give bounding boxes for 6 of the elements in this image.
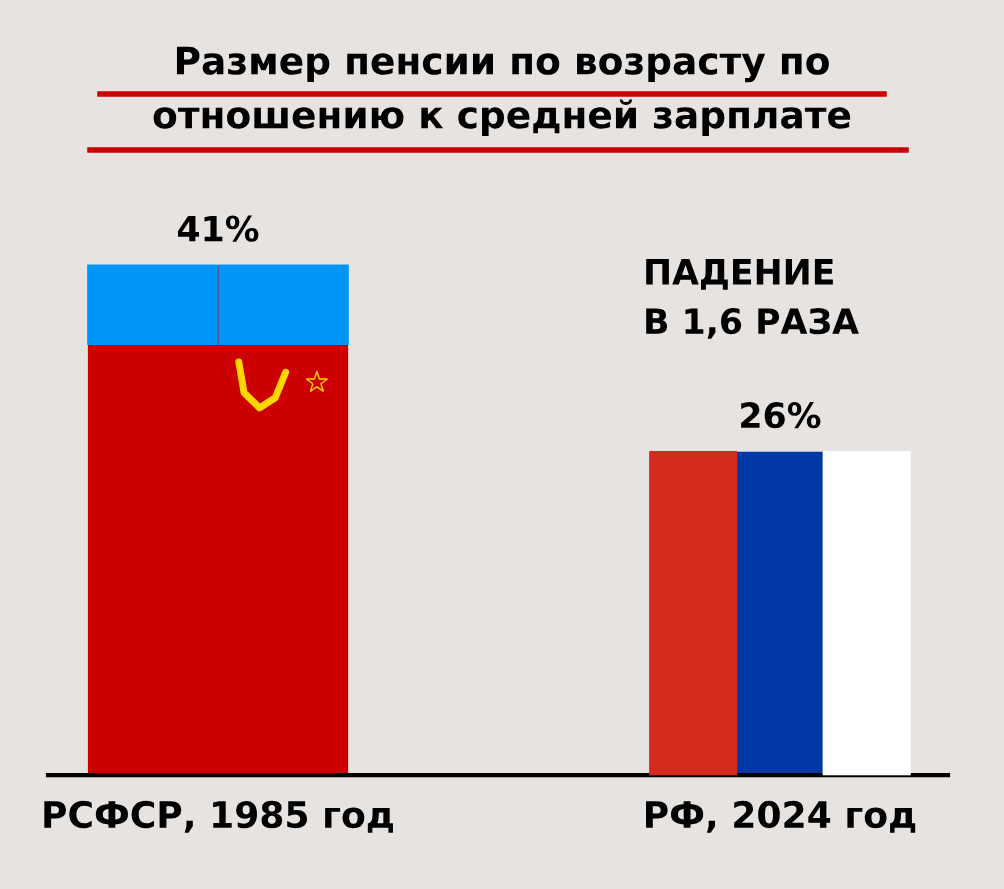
chart-title: Размер пенсии по возрасту по отношению к средней зарплате [153,46,851,136]
x-tick-label: РФ, 2024 год [646,800,916,833]
annotation: ПАДЕНИЕ В 1,6 РАЗА [646,259,859,339]
x-tick-label: РСФСР, 1985 год [44,800,393,833]
data-label: 41% [178,215,259,242]
data-label: 26% [741,402,821,429]
